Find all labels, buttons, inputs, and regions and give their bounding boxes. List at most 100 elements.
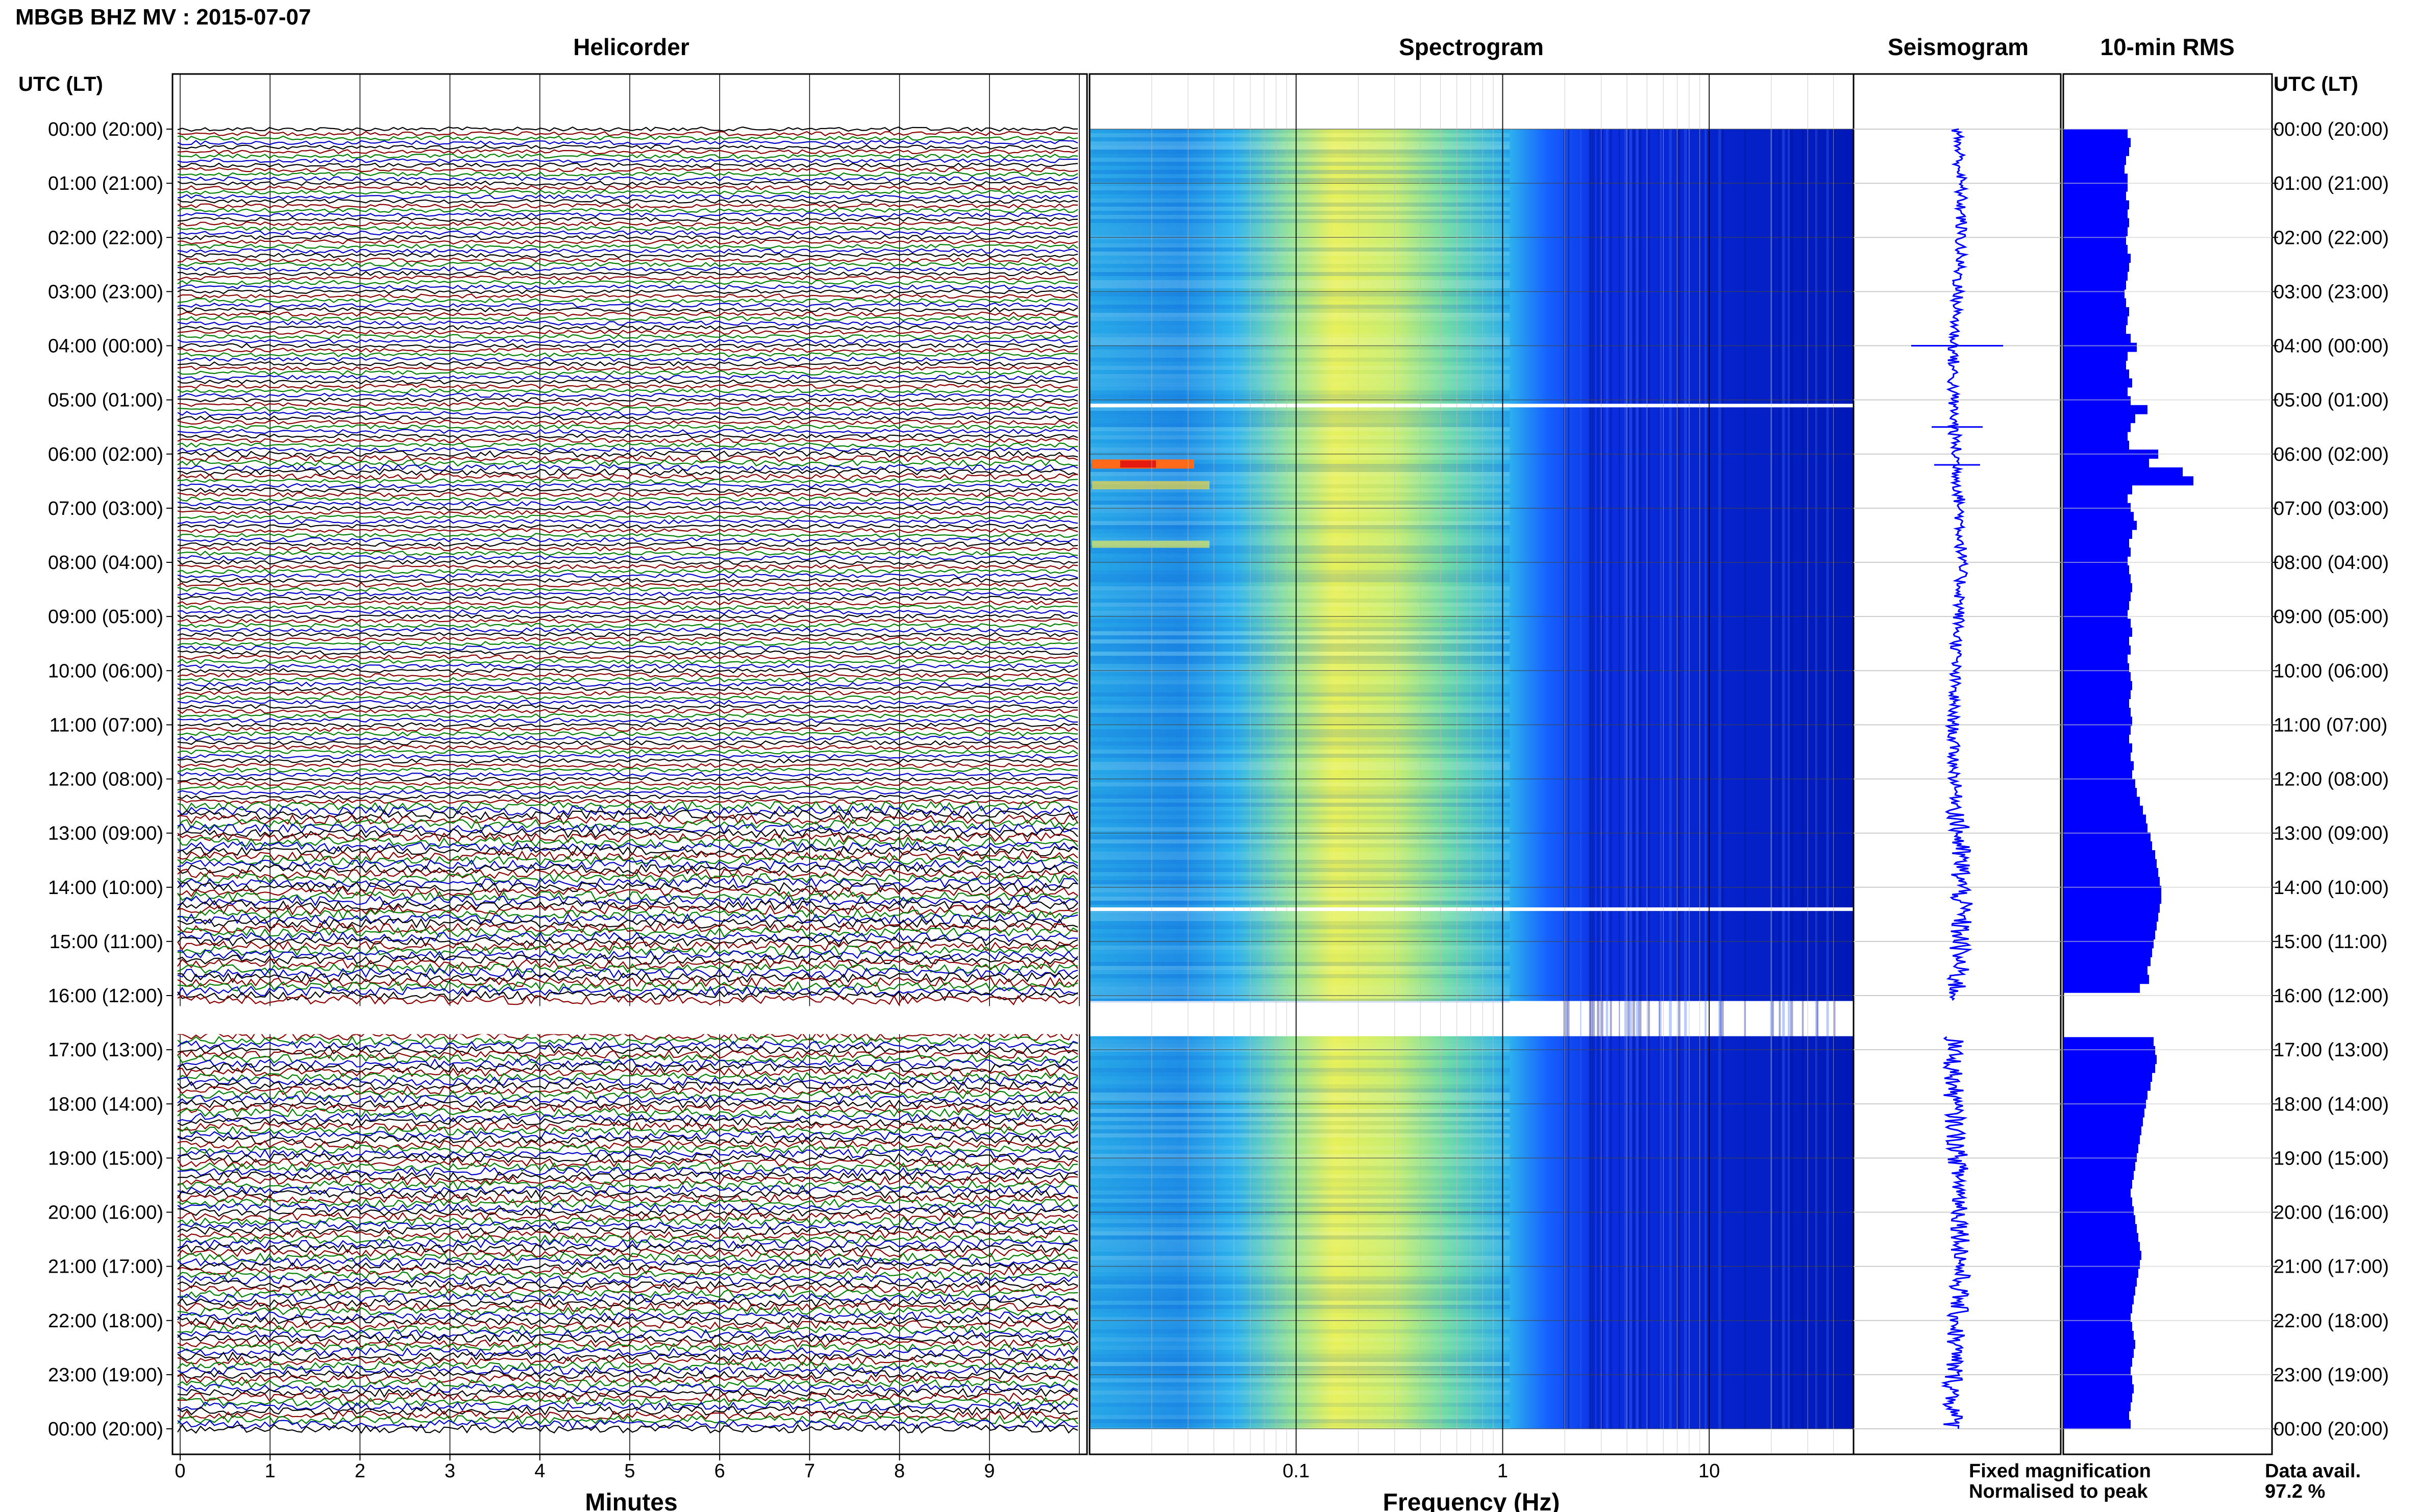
helicorder-trace <box>177 329 1078 335</box>
spectrogram-band <box>1090 1240 1510 1244</box>
helicorder-trace <box>177 650 1078 656</box>
helicorder-trace <box>177 904 1078 916</box>
helicorder-trace <box>177 284 1078 290</box>
helicorder-panel: 0 1 2 3 4 5 6 7 8 9 <box>171 73 1088 1482</box>
spectrogram-band <box>1090 1235 1510 1240</box>
helicorder-trace <box>177 194 1078 200</box>
spectrogram-band <box>1090 709 1510 713</box>
spectrogram-band <box>1090 435 1510 439</box>
spectrogram-band <box>1090 1325 1510 1329</box>
left-time-label: 16:00 (12:00) <box>48 985 163 1007</box>
spectrogram-hotspot <box>1092 540 1210 548</box>
spectrogram-band <box>1090 1207 1510 1211</box>
spectrogram-band <box>1090 1272 1510 1276</box>
right-time-label: 04:00 (00:00) <box>2274 336 2389 357</box>
spectrogram-band <box>1090 370 1510 374</box>
spectrogram-band <box>1090 929 1510 933</box>
right-time-label: 06:00 (02:00) <box>2274 444 2389 465</box>
spectrogram-band <box>1090 1191 1510 1195</box>
helicorder-trace <box>177 483 1078 488</box>
spectrogram-band <box>1090 301 1510 305</box>
helicorder-trace <box>177 149 1078 155</box>
helicorder-trace <box>177 578 1078 583</box>
helicorder-xtick: 9 <box>984 1460 995 1482</box>
spectrogram-band <box>1090 860 1510 864</box>
spectrogram-band <box>1090 1154 1510 1158</box>
rms-bar <box>2063 1179 2132 1189</box>
spectrogram-band <box>1090 166 1510 170</box>
spectrogram-band <box>1090 313 1510 317</box>
spectrogram-band <box>1090 982 1510 986</box>
rms-bar <box>2063 334 2131 343</box>
spectrogram-band <box>1090 697 1510 701</box>
page-title: MBGB BHZ MV : 2015-07-07 <box>15 5 311 30</box>
rms-bar <box>2063 1055 2157 1064</box>
rms-bar <box>2063 921 2157 931</box>
spectrogram-band <box>1090 1088 1510 1093</box>
spectrogram-band <box>1090 1072 1510 1076</box>
spectrogram-band <box>1090 717 1510 721</box>
spectrogram-band <box>1090 876 1510 880</box>
spectrogram-band <box>1090 1423 1510 1427</box>
helicorder-trace <box>177 654 1078 660</box>
rms-bar <box>2063 191 2126 201</box>
spectrogram-band <box>1090 1370 1510 1374</box>
spectrogram-band <box>1090 382 1510 386</box>
spectrogram-band <box>1090 807 1510 811</box>
rms-bar <box>2063 244 2128 254</box>
helicorder-trace <box>177 605 1078 610</box>
helicorder-trace <box>177 832 1078 844</box>
right-time-label: 03:00 (23:00) <box>2274 281 2389 303</box>
right-time-label: 12:00 (08:00) <box>2274 769 2389 790</box>
helicorder-trace <box>177 1257 1078 1267</box>
spectrogram-band <box>1090 1199 1510 1203</box>
spectrogram-band <box>1090 154 1510 158</box>
spectrogram-band <box>1090 1301 1510 1305</box>
spectrogram-band <box>1090 1223 1510 1227</box>
rms-bar <box>2063 396 2131 406</box>
spectrogram-band <box>1090 823 1510 827</box>
rms-bar <box>2063 129 2128 138</box>
helicorder-trace <box>177 1238 1078 1249</box>
spectrogram-band <box>1090 329 1510 333</box>
spectrogram-band <box>1090 1150 1510 1154</box>
rms-bar <box>2063 583 2132 592</box>
spectrogram-band <box>1090 537 1510 541</box>
rms-bar <box>2063 236 2126 245</box>
spectrogram-band <box>1090 799 1510 803</box>
spectrogram-band <box>1090 305 1510 309</box>
helicorder-trace <box>177 1184 1078 1195</box>
helicorder-trace <box>177 623 1078 629</box>
left-time-label: 13:00 (09:00) <box>48 823 163 845</box>
spectrogram-band <box>1090 844 1510 848</box>
helicorder-trace <box>177 1275 1078 1285</box>
spectrogram-band <box>1090 1182 1510 1186</box>
right-time-label: 11:00 (07:00) <box>2274 714 2387 736</box>
rms-bar <box>2063 885 2161 895</box>
spectrogram-band <box>1090 1333 1510 1337</box>
spectrogram-band <box>1090 872 1510 876</box>
spectrogram-band <box>1090 521 1510 525</box>
spectrogram-band <box>1090 868 1510 872</box>
helicorder-trace <box>177 180 1078 186</box>
spectrogram-band <box>1090 1297 1510 1301</box>
spectrogram-band <box>1090 819 1510 823</box>
left-time-label: 20:00 (16:00) <box>48 1202 163 1224</box>
helicorder-trace <box>177 640 1078 647</box>
helicorder-trace <box>177 954 1078 965</box>
rms-title: 10-min RMS <box>2100 34 2234 60</box>
helicorder-trace <box>177 981 1078 992</box>
spectrogram-band <box>1090 643 1510 648</box>
spectrogram-band <box>1090 1060 1510 1064</box>
helicorder-trace <box>177 1302 1078 1312</box>
left-time-label: 04:00 (00:00) <box>48 336 163 357</box>
helicorder-trace <box>177 1107 1078 1119</box>
helicorder-trace <box>177 1225 1078 1235</box>
seismogram-title: Seismogram <box>1888 34 2029 60</box>
spectrogram-band <box>1090 517 1510 521</box>
rms-bar <box>2063 699 2129 708</box>
helicorder-trace <box>177 226 1078 231</box>
spectrogram-band <box>1090 260 1510 264</box>
rms-bar <box>2063 494 2128 504</box>
rms-bar <box>2063 156 2126 165</box>
